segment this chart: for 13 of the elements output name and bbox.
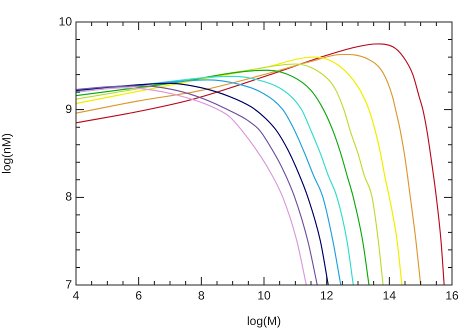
- x-tick-label: 14: [382, 288, 396, 303]
- y-tick-label: 9: [65, 102, 72, 116]
- y-tick-label: 8: [65, 190, 72, 204]
- x-tick-label: 4: [72, 288, 80, 303]
- x-tick-label: 16: [445, 288, 459, 303]
- x-tick-label: 6: [135, 288, 142, 303]
- y-tick-label: 10: [58, 14, 72, 28]
- x-tick-label: 10: [257, 288, 271, 303]
- x-axis-title: log(M): [246, 314, 282, 328]
- x-tick-label: 8: [198, 288, 205, 303]
- y-tick-label: 7: [65, 277, 72, 292]
- y-axis-title: log(nM): [0, 133, 14, 174]
- x-tick-label: 12: [320, 288, 334, 303]
